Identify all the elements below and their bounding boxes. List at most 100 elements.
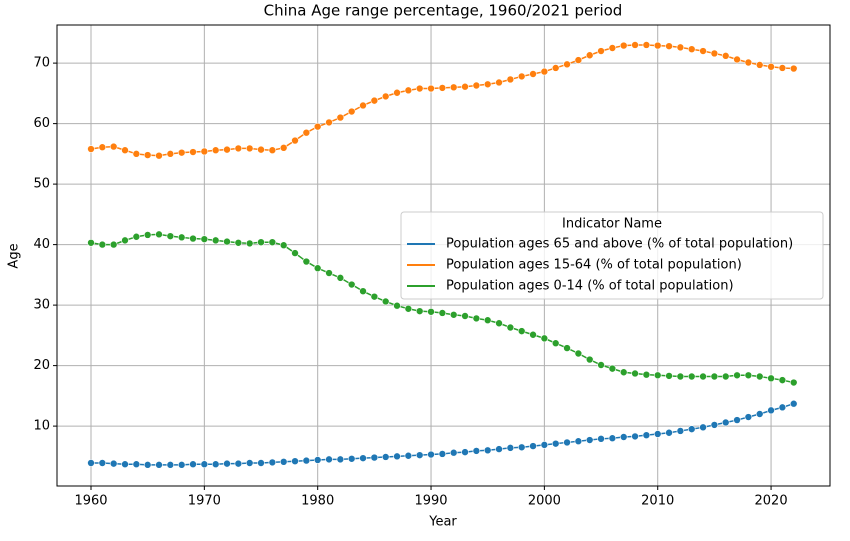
data-point — [404, 451, 413, 460]
data-point — [585, 51, 594, 60]
data-point — [302, 128, 311, 137]
data-point — [529, 442, 537, 450]
data-point — [325, 455, 333, 464]
data-point — [529, 70, 537, 78]
data-point — [381, 453, 390, 461]
series-line — [90, 44, 794, 157]
data-point — [699, 372, 707, 381]
data-point — [529, 330, 537, 339]
data-point — [449, 83, 458, 92]
data-point — [710, 421, 719, 429]
data-point — [472, 447, 481, 455]
data-point — [597, 361, 605, 369]
data-point — [347, 280, 356, 289]
data-point — [563, 438, 571, 447]
legend-label: Population ages 65 and above (% of total… — [446, 237, 793, 252]
data-point — [359, 454, 367, 462]
y-tick-label: 10 — [33, 419, 50, 434]
legend-label: Population ages 15-64 (% of total popula… — [446, 258, 742, 273]
data-point — [166, 232, 175, 240]
data-point — [438, 84, 447, 92]
data-point — [404, 86, 413, 95]
data-point — [517, 327, 526, 335]
data-point — [483, 80, 492, 89]
data-point — [313, 264, 322, 273]
data-point — [597, 47, 605, 55]
data-point — [472, 81, 481, 90]
data-point — [619, 433, 628, 441]
data-point — [789, 399, 798, 408]
data-point — [87, 145, 95, 153]
data-point — [268, 458, 277, 467]
data-point — [143, 461, 152, 469]
data-point — [438, 450, 447, 458]
data-point — [404, 304, 413, 313]
data-point — [517, 443, 526, 452]
data-point — [506, 323, 515, 332]
data-point — [767, 374, 775, 383]
data-point — [744, 58, 753, 67]
data-point — [143, 231, 152, 239]
data-point — [665, 428, 673, 437]
data-point — [427, 307, 435, 316]
data-point — [393, 301, 401, 310]
data-point — [676, 43, 685, 52]
data-point — [359, 101, 367, 110]
data-point — [279, 241, 288, 250]
data-point — [121, 146, 129, 155]
data-point — [132, 460, 141, 469]
data-point — [347, 107, 356, 116]
data-point — [733, 416, 741, 424]
data-point — [540, 441, 549, 449]
data-point — [483, 316, 492, 325]
data-point — [155, 461, 163, 469]
data-point — [585, 436, 594, 444]
data-point — [653, 41, 662, 50]
data-point — [642, 41, 651, 49]
data-point — [778, 64, 787, 72]
x-tick-label: 2020 — [755, 494, 788, 509]
data-point — [778, 403, 787, 412]
data-point — [211, 236, 220, 245]
x-axis-label: Year — [428, 515, 457, 530]
data-point — [155, 230, 163, 239]
data-point — [540, 334, 549, 343]
data-point — [291, 136, 299, 145]
data-point — [608, 364, 617, 373]
data-point — [291, 457, 299, 465]
data-point — [574, 56, 583, 64]
data-point — [200, 235, 209, 243]
data-point — [665, 372, 673, 380]
x-tick-label: 2000 — [528, 494, 561, 509]
data-point — [461, 312, 469, 320]
data-point — [506, 75, 515, 84]
data-point — [223, 459, 231, 468]
data-point — [166, 461, 175, 469]
data-point — [687, 45, 696, 53]
data-point — [223, 145, 231, 154]
data-point — [223, 237, 231, 246]
data-point — [744, 413, 753, 421]
data-point — [189, 148, 197, 156]
data-point — [245, 459, 254, 467]
data-point — [710, 372, 719, 381]
data-point — [699, 423, 707, 432]
data-point — [313, 122, 322, 131]
data-point — [574, 437, 583, 446]
data-point — [313, 456, 322, 464]
data-point — [733, 55, 741, 64]
data-point — [687, 425, 696, 433]
data-point — [245, 239, 254, 248]
data-point — [619, 368, 628, 377]
data-point — [461, 82, 469, 91]
data-point — [87, 238, 95, 247]
data-point — [177, 148, 186, 157]
data-point — [200, 147, 209, 156]
data-point — [676, 372, 685, 381]
x-tick-label: 2010 — [641, 494, 674, 509]
data-point — [155, 151, 163, 160]
y-axis-label: Age — [7, 243, 22, 268]
data-point — [381, 297, 390, 306]
data-point — [710, 49, 719, 58]
data-point — [438, 309, 447, 317]
